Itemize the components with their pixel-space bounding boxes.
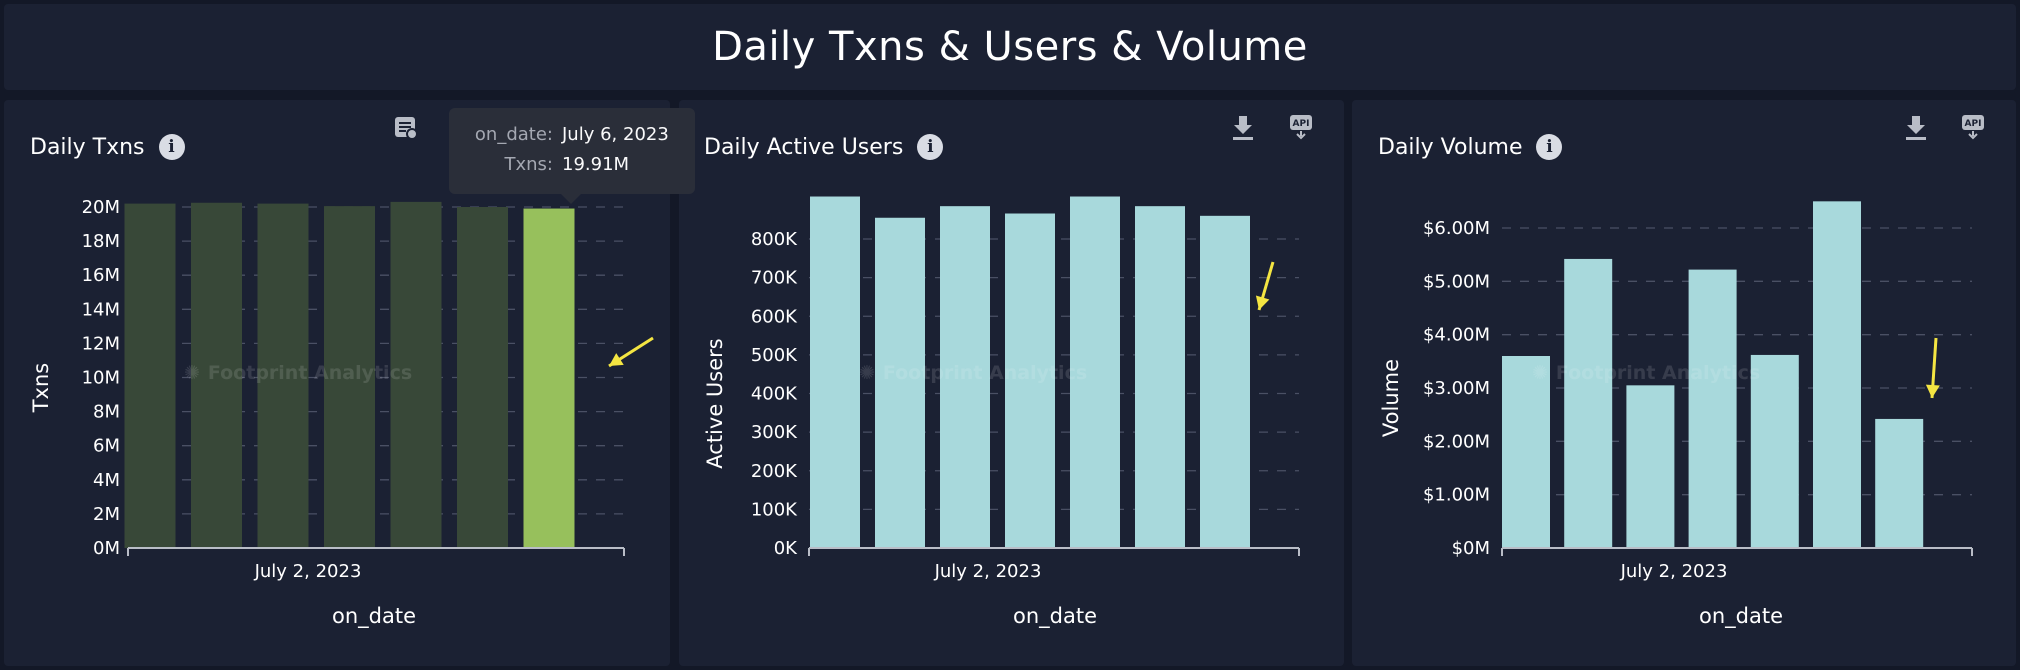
y-tick-label: 200K [751,461,798,482]
chart-daily-volume: $0M $1.00M $2.00M $3.00M $4.00M $5.00M $6.00M J… [1379,201,1973,629]
bar [257,203,309,548]
panel-title-txns: Daily Txns i [30,134,185,160]
y-tick-label: 18M [82,231,120,252]
y-tick-label: 8M [93,402,120,423]
y-tick-label: 700K [751,268,798,289]
tooltip-txns-value: 19.91M [562,154,630,175]
bar [390,201,442,548]
svg-text:API: API [1293,119,1310,129]
y-tick-label: 16M [82,265,120,286]
bar [1070,196,1120,548]
x-tick-label: July 2, 2023 [1620,561,1728,582]
annotation-arrow-head [1255,295,1270,310]
y-tick-label: $6.00M [1423,218,1490,239]
bar [1005,213,1055,548]
y-tick-label: 500K [751,345,798,366]
y-tick-label: 0K [774,538,798,559]
x-axis-title: on_date [332,604,416,629]
y-tick-label: 2M [93,504,120,525]
download-icon[interactable] [1230,114,1256,146]
bar [1200,215,1250,548]
panel-daily-active-users: Daily Active Users i API 0K 100K 200K 300K 4… [679,100,1344,666]
bar [1135,206,1185,548]
bar [810,196,860,548]
y-axis-title: Volume [1379,359,1403,437]
y-tick-label: 20M [82,197,120,218]
y-tick-label: 100K [751,499,798,520]
chart-daily-txns: 0M 2M 4M 6M 8M 10M 12M 14M 16M 18M 20M July 2, 2023… [29,197,654,629]
panel-daily-txns: Daily Txns i 0M 2M 4M 6M 8M 10M 12M 14M 16M 18M 20… [4,100,670,666]
bar [191,202,242,549]
annotation-arrow-head [1925,384,1940,398]
x-axis-title: on_date [1013,604,1097,629]
bar [1875,418,1924,548]
bar [1626,385,1675,548]
y-tick-label: 800K [751,229,798,250]
y-tick-label: 6M [93,436,120,457]
tooltip-row-date: on_date: July 6, 2023 [449,124,695,150]
bar [324,206,375,548]
chart-daily-active-users: 0K 100K 200K 300K 400K 500K 600K 700K 800K July 2… [703,196,1300,629]
download-icon[interactable] [1903,114,1929,146]
tooltip-row-txns: Txns: 19.91M [449,154,695,180]
y-tick-label: 0M [93,538,120,559]
panel-title-volume-label: Daily Volume [1378,134,1523,160]
info-icon[interactable]: i [917,134,944,160]
panel-daily-volume: Daily Volume i API $0M $1.00M $2.00M $3.00M… [1352,100,2016,666]
svg-text:API: API [1965,119,1982,129]
x-axis-title: on_date [1699,604,1783,629]
bar [875,217,925,548]
api-icon[interactable]: API [1288,112,1314,144]
y-tick-label: $2.00M [1423,431,1490,452]
tooltip-pointer [561,194,581,204]
y-tick-label: 400K [751,384,798,405]
bar [523,208,575,549]
api-icon[interactable]: API [1960,112,1986,144]
annotation-arrow-head [609,353,624,366]
chart-tooltip: on_date: July 6, 2023 Txns: 19.91M [449,108,695,204]
panel-title-volume: Daily Volume i [1378,134,1563,160]
y-axis-title: Txns [29,363,53,414]
bar [457,207,508,548]
y-tick-label: 4M [93,470,120,491]
y-tick-label: $3.00M [1423,378,1490,399]
x-tick-label: July 2, 2023 [934,561,1042,582]
info-icon[interactable]: i [1536,134,1563,160]
tooltip-date-key: on_date: [474,124,553,145]
panel-title-txns-label: Daily Txns [30,134,145,160]
y-tick-label: $0M [1452,538,1490,559]
y-tick-label: 10M [82,368,120,389]
y-tick-label: 14M [82,299,120,320]
bar [940,206,990,548]
y-tick-label: $1.00M [1423,485,1490,506]
tooltip-date-value: July 6, 2023 [562,124,669,145]
bar [1564,258,1613,548]
panel-title-users: Daily Active Users i [704,134,944,160]
y-tick-label: 600K [751,306,798,327]
y-tick-label: $4.00M [1423,325,1490,346]
x-tick-label: July 2, 2023 [254,561,362,582]
tooltip-txns-key: Txns: [504,154,554,175]
bar [124,203,176,548]
page-header: Daily Txns & Users & Volume [4,4,2016,90]
info-icon[interactable]: i [158,134,185,160]
table-icon[interactable] [393,115,419,145]
bar [1750,354,1799,548]
bar [1688,269,1737,548]
y-tick-label: 12M [82,333,120,354]
page-title: Daily Txns & Users & Volume [712,24,1308,70]
y-tick-label: $5.00M [1423,271,1490,292]
y-tick-label: 300K [751,422,798,443]
y-axis-title: Active Users [703,338,727,468]
bar [1502,356,1550,548]
panel-title-users-label: Daily Active Users [704,134,904,160]
bar [1813,201,1861,548]
